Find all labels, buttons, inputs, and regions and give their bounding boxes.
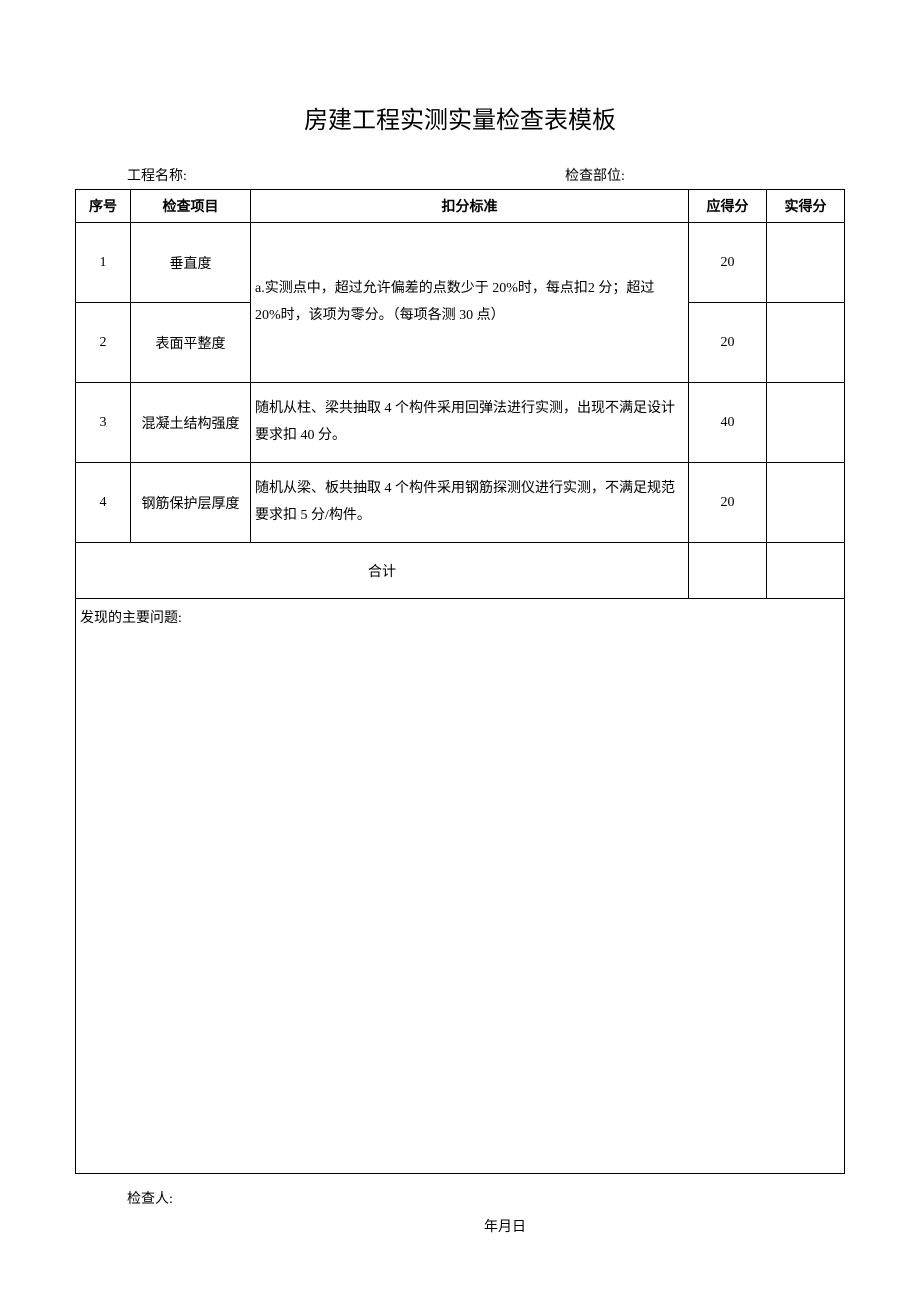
issues-cell: 发现的主要问题: [76,599,845,1174]
cell-actual-score [767,463,845,543]
document-title: 房建工程实测实量检查表模板 [75,100,845,135]
cell-seq: 3 [76,383,131,463]
cell-criteria: 随机从梁、板共抽取 4 个构件采用钢筋探测仪进行实测，不满足规范要求扣 5 分/… [251,463,689,543]
project-name-label: 工程名称: [127,169,187,184]
cell-item: 混凝土结构强度 [131,383,251,463]
table-issues-row: 发现的主要问题: [76,599,845,1174]
table-row: 4 钢筋保护层厚度 随机从梁、板共抽取 4 个构件采用钢筋探测仪进行实测，不满足… [76,463,845,543]
cell-seq: 4 [76,463,131,543]
total-actual-score [767,543,845,599]
total-label: 合计 [76,543,689,599]
cell-criteria: 随机从柱、梁共抽取 4 个构件采用回弹法进行实测，出现不满足设计要求扣 40 分… [251,383,689,463]
header-criteria: 扣分标准 [251,190,689,223]
cell-max-score: 20 [689,303,767,383]
cell-item: 垂直度 [131,223,251,303]
meta-row: 工程名称: 检查部位: [75,165,845,189]
total-max-score [689,543,767,599]
cell-max-score: 20 [689,463,767,543]
inspection-table: 序号 检查项目 扣分标准 应得分 实得分 1 垂直度 a.实测点中，超过允许偏差… [75,189,845,1174]
inspector-field: 检查人: [127,1188,845,1208]
header-actual-score: 实得分 [767,190,845,223]
cell-seq: 2 [76,303,131,383]
cell-criteria-merged: a.实测点中，超过允许偏差的点数少于 20%时，每点扣2 分；超过 20%时，该… [251,223,689,383]
header-seq: 序号 [76,190,131,223]
cell-actual-score [767,223,845,303]
table-row: 1 垂直度 a.实测点中，超过允许偏差的点数少于 20%时，每点扣2 分；超过 … [76,223,845,303]
table-header-row: 序号 检查项目 扣分标准 应得分 实得分 [76,190,845,223]
table-total-row: 合计 [76,543,845,599]
cell-actual-score [767,383,845,463]
header-item: 检查项目 [131,190,251,223]
date-field: 年月日 [165,1216,845,1236]
footer: 检查人: 年月日 [75,1188,845,1236]
inspector-label: 检查人: [127,1192,173,1207]
cell-actual-score [767,303,845,383]
project-name-field: 工程名称: [127,165,565,185]
cell-item: 钢筋保护层厚度 [131,463,251,543]
cell-seq: 1 [76,223,131,303]
cell-item: 表面平整度 [131,303,251,383]
header-max-score: 应得分 [689,190,767,223]
cell-max-score: 20 [689,223,767,303]
cell-max-score: 40 [689,383,767,463]
inspection-part-field: 检查部位: [565,165,845,185]
inspection-part-label: 检查部位: [565,169,625,184]
issues-label: 发现的主要问题: [80,611,182,626]
table-row: 3 混凝土结构强度 随机从柱、梁共抽取 4 个构件采用回弹法进行实测，出现不满足… [76,383,845,463]
